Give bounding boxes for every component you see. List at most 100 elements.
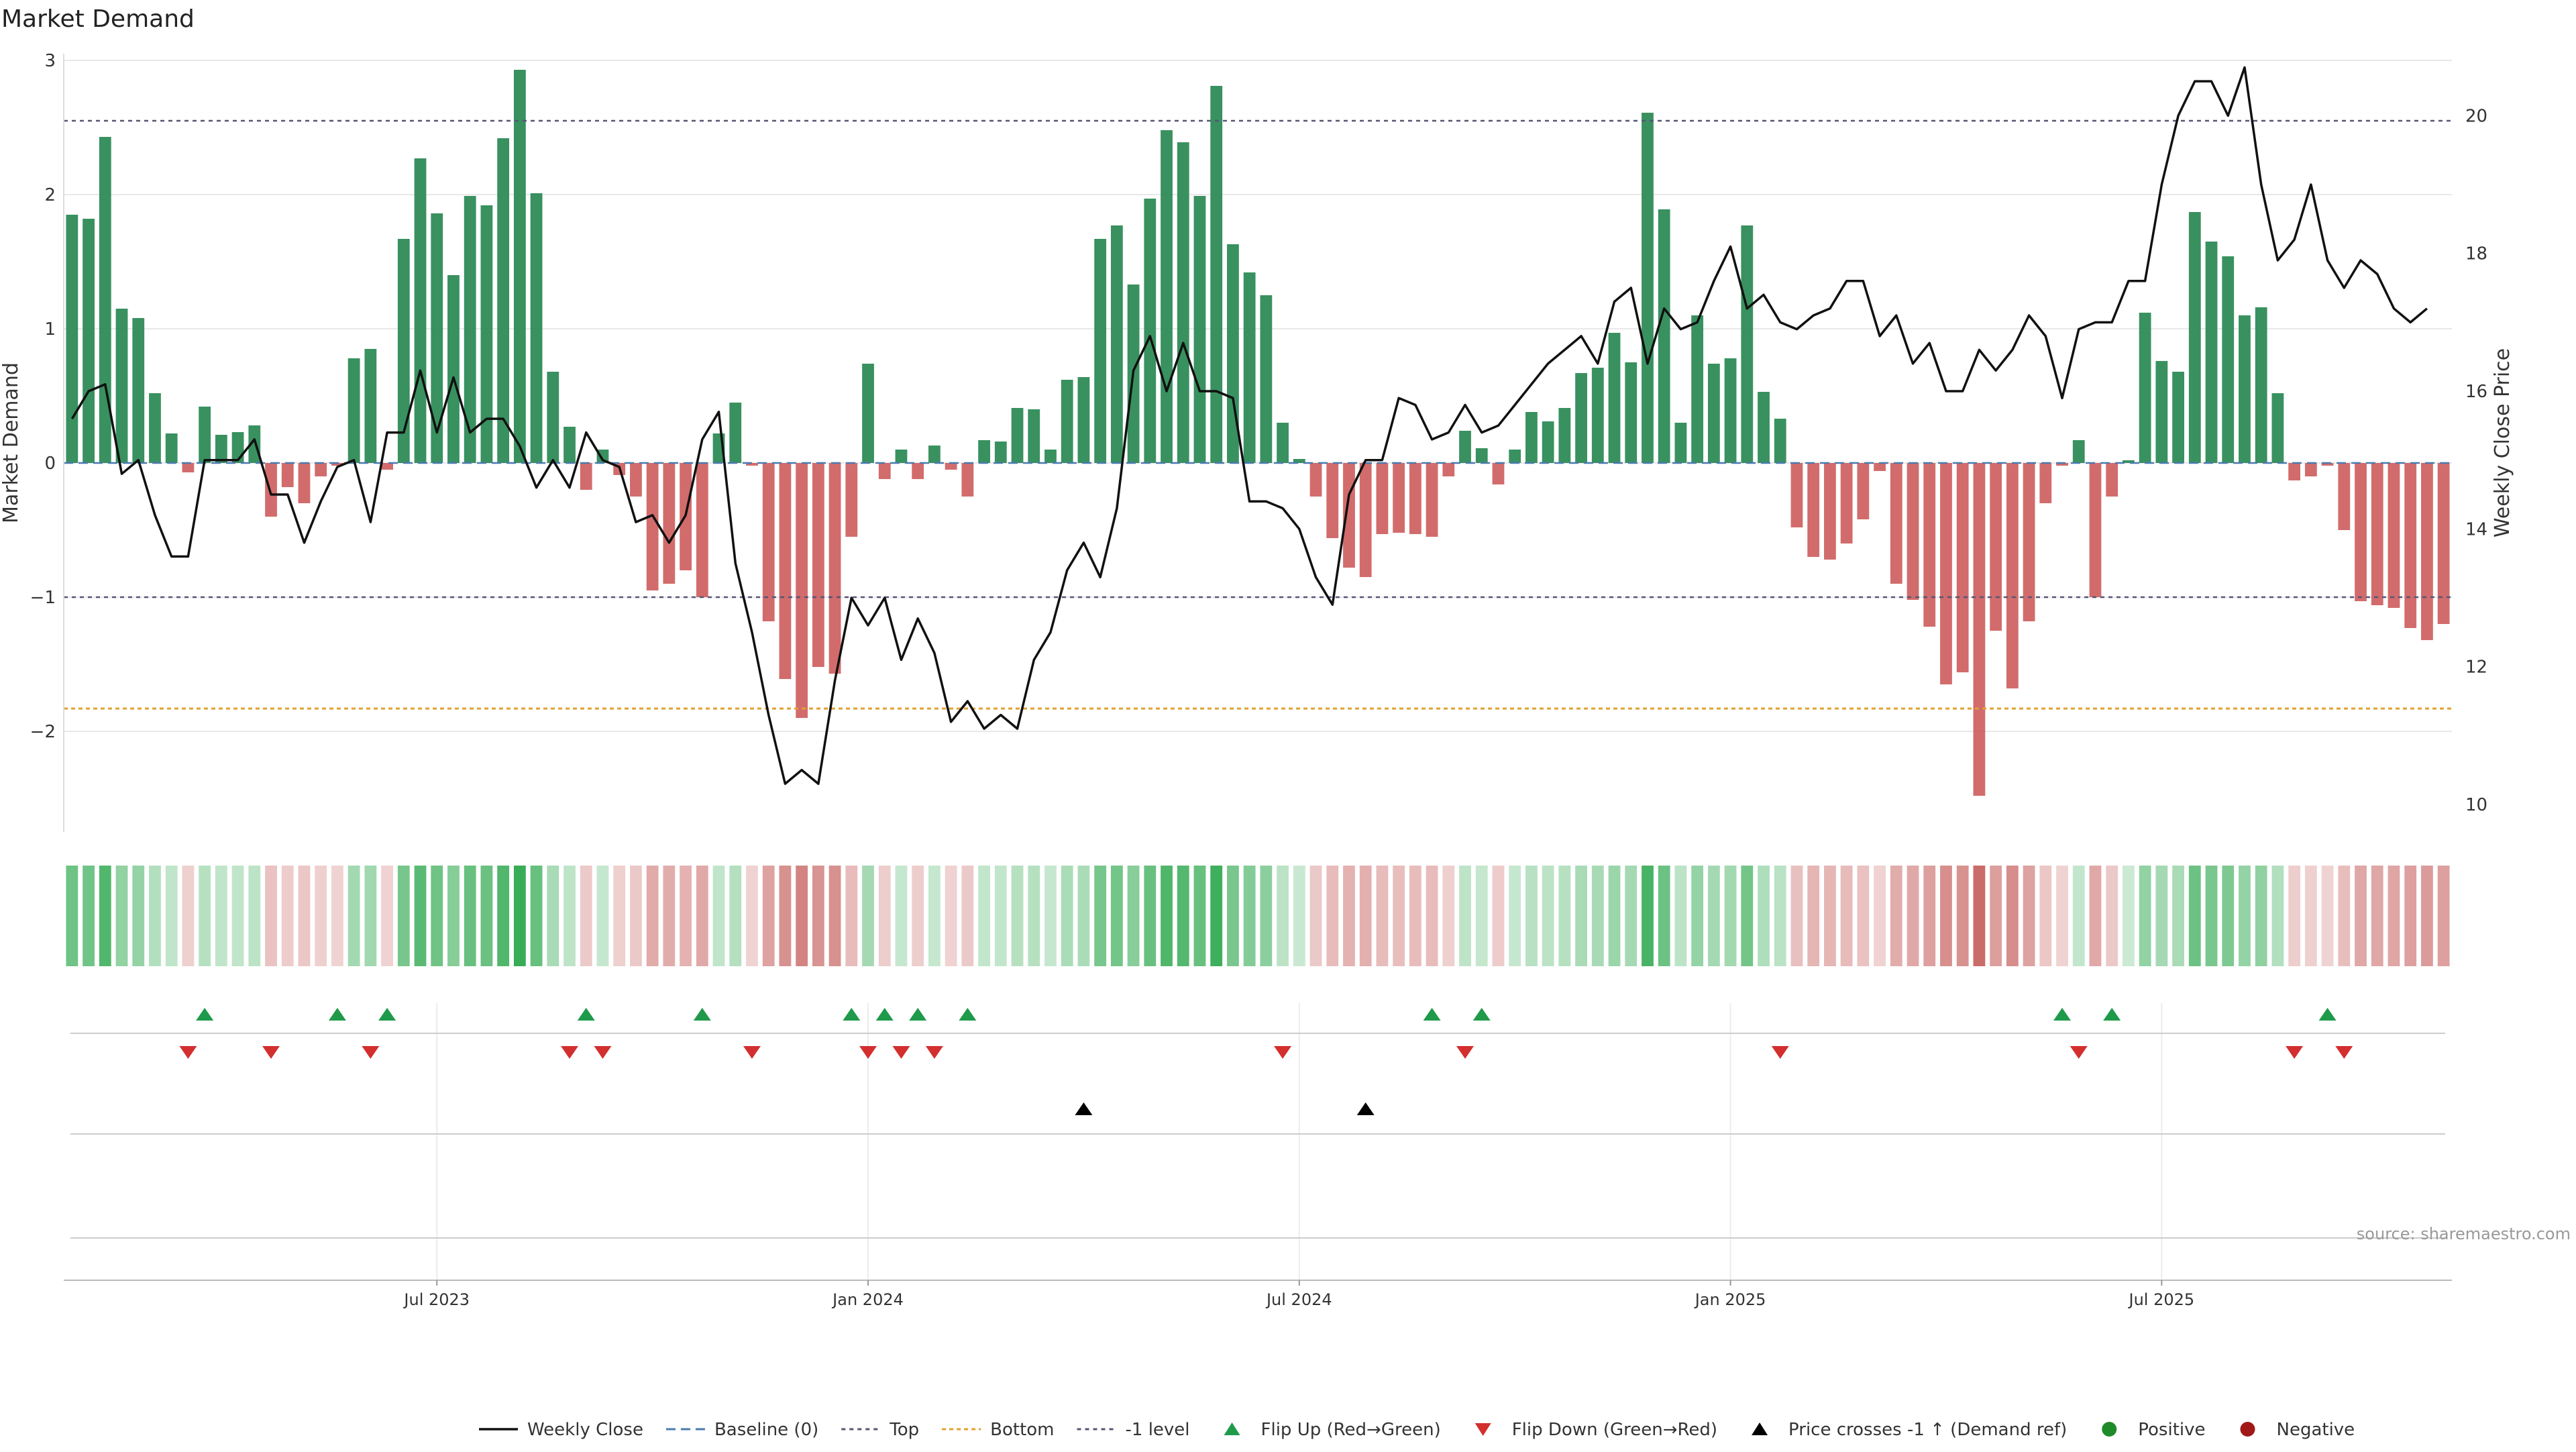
flip-down-marker [594, 1046, 612, 1059]
flip-up-marker [843, 1008, 861, 1021]
demand-strip-cell [1741, 866, 1754, 966]
demand-strip-cell [1575, 866, 1587, 966]
legend-label: Weekly Close [527, 1420, 643, 1440]
demand-bar [315, 463, 327, 476]
demand-strip-cell [298, 866, 311, 966]
demand-bar [347, 358, 360, 463]
demand-strip-cell [2271, 866, 2284, 966]
demand-bar [199, 407, 211, 463]
demand-strip-cell [265, 866, 277, 966]
y-tick-label: 3 [44, 51, 56, 71]
demand-strip-cell [812, 866, 824, 966]
demand-strip-cell [2056, 866, 2068, 966]
demand-bar [630, 463, 642, 497]
demand-bar [1260, 295, 1273, 463]
legend-swatch-negative [2240, 1422, 2255, 1437]
demand-bar [994, 442, 1007, 463]
demand-bar [945, 463, 957, 470]
demand-strip-cell [680, 866, 692, 966]
y-axis-label: Market Demand [0, 362, 23, 523]
demand-strip-cell [248, 866, 261, 966]
demand-strip-cell [1525, 866, 1538, 966]
demand-bar [1309, 463, 1322, 497]
demand-bar [564, 427, 576, 463]
demand-strip-cell [878, 866, 891, 966]
demand-strip-cell [530, 866, 543, 966]
flip-up-marker [2053, 1008, 2072, 1021]
demand-strip-cell [1343, 866, 1355, 966]
demand-strip-cell [1907, 866, 1919, 966]
demand-bar [165, 433, 178, 463]
demand-bar [1558, 408, 1571, 463]
demand-strip-cell [2205, 866, 2218, 966]
demand-bar [2421, 463, 2433, 640]
demand-strip-cell [2172, 866, 2184, 966]
demand-strip-cell [1923, 866, 1936, 966]
demand-strip-cell [431, 866, 443, 966]
demand-bar [1525, 412, 1538, 463]
demand-strip-cell [1874, 866, 1886, 966]
demand-bar [1642, 113, 1654, 463]
demand-strip-cell [2321, 866, 2334, 966]
demand-bar [1094, 239, 1107, 463]
demand-strip-cell [464, 866, 476, 966]
demand-strip-cell [1509, 866, 1521, 966]
demand-strip-cell [1774, 866, 1786, 966]
demand-bar [1227, 244, 1239, 463]
demand-strip-cell [1293, 866, 1305, 966]
demand-strip-cell [447, 866, 460, 966]
demand-bar [2188, 212, 2201, 463]
demand-bar [1591, 368, 1604, 463]
demand-strip-cell [1475, 866, 1488, 966]
weekly-close-series [70, 66, 2428, 785]
demand-bar [1758, 392, 1770, 463]
demand-strip-cell [845, 866, 858, 966]
demand-strip-cell [1890, 866, 1902, 966]
y2-tick-label: 18 [2465, 244, 2487, 264]
demand-strip-cell [1758, 866, 1770, 966]
demand-bar [281, 463, 294, 487]
demand-strip-cell [1227, 866, 1239, 966]
demand-bar [132, 318, 145, 463]
legend-label: Negative [2277, 1420, 2355, 1440]
demand-strip-cell [2421, 866, 2433, 966]
demand-strip-cell [215, 866, 227, 966]
demand-strip-cell [1077, 866, 1090, 966]
demand-strip-cell [480, 866, 493, 966]
demand-bar [1575, 373, 1587, 463]
demand-bar [1393, 463, 1405, 533]
demand-strip-cell [331, 866, 343, 966]
demand-strip-cell [1442, 866, 1455, 966]
flip-down-marker [2286, 1046, 2304, 1059]
demand-strip-cell [1973, 866, 1986, 966]
demand-bar [1110, 225, 1123, 463]
demand-strip-cell [1277, 866, 1289, 966]
demand-bar [1409, 463, 1421, 534]
demand-bar [796, 463, 808, 718]
demand-strip-cell [596, 866, 609, 966]
demand-strip-cell [2304, 866, 2317, 966]
weekly-close-line [70, 66, 2428, 785]
demand-bar [862, 364, 874, 463]
demand-bar [961, 463, 974, 497]
demand-strip-cell [83, 866, 95, 966]
demand-strip-cell [580, 866, 592, 966]
demand-strip-cell [1674, 866, 1687, 966]
flip-up-marker [328, 1008, 346, 1021]
demand-bar [1807, 463, 1820, 557]
flip-down-marker [561, 1046, 579, 1059]
event-marker-panels [70, 1003, 2445, 1280]
demand-bar [1857, 463, 1870, 519]
flip-up-marker [693, 1008, 711, 1021]
demand-bar [1044, 450, 1057, 463]
demand-strip-cell [2222, 866, 2235, 966]
demand-bar [1824, 463, 1836, 560]
demand-bar [1492, 463, 1505, 484]
demand-strip-cell [182, 866, 195, 966]
flip-up-marker [378, 1008, 396, 1021]
demand-strip-cell [1642, 866, 1654, 966]
demand-strip-cell [646, 866, 659, 966]
demand-strip-cell [231, 866, 244, 966]
demand-bar [2155, 361, 2168, 463]
demand-bar [2222, 256, 2235, 463]
